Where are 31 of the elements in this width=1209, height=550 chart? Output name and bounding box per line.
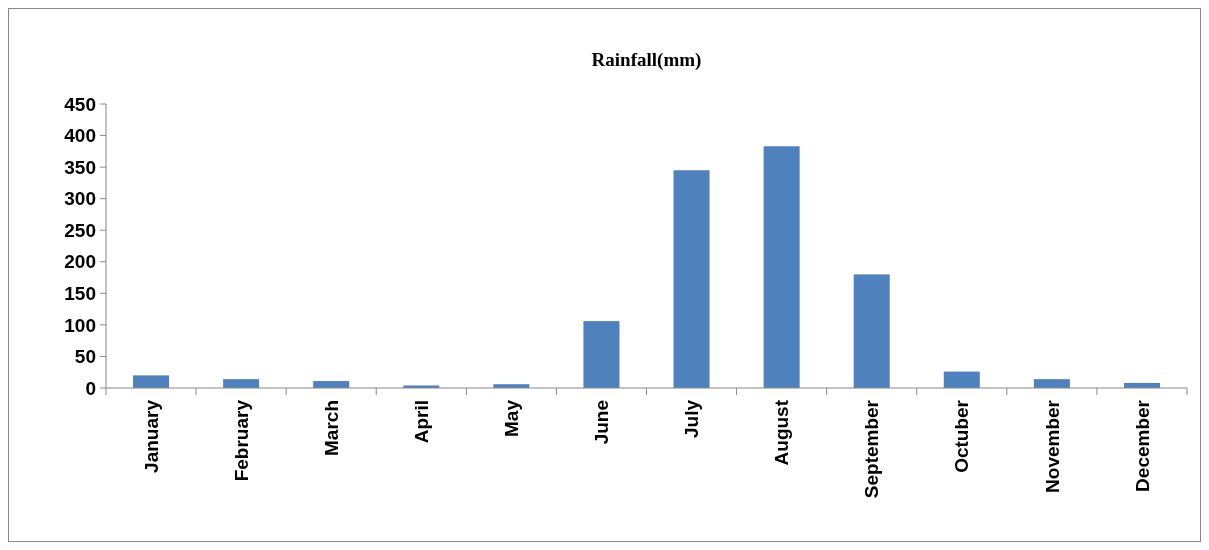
x-tick-label: March	[320, 400, 342, 456]
y-tick-label: 200	[64, 251, 96, 273]
bar	[763, 146, 800, 388]
x-tick-label: November	[1041, 399, 1063, 493]
y-tick-label: 450	[64, 93, 96, 115]
y-tick-label: 0	[85, 377, 96, 399]
x-tick-label: February	[230, 399, 252, 482]
y-tick-label: 250	[64, 219, 96, 241]
x-tick-label: July	[681, 399, 703, 439]
bar	[583, 321, 620, 388]
x-tick-label: May	[501, 399, 523, 437]
y-tick-label: 50	[74, 346, 96, 368]
x-tick-label: August	[771, 399, 793, 466]
x-tick-label: September	[861, 399, 883, 499]
x-tick-label: January	[140, 399, 162, 473]
x-tick-label: Octuber	[951, 399, 973, 473]
x-tick-label: April	[410, 400, 432, 444]
y-tick-label: 350	[64, 156, 96, 178]
bar	[133, 375, 170, 388]
bar	[673, 170, 710, 388]
y-tick-label: 400	[64, 125, 96, 147]
y-tick-label: 100	[64, 314, 96, 336]
y-tick-label: 150	[64, 282, 96, 304]
bar	[1033, 379, 1070, 388]
bar	[943, 371, 980, 388]
x-tick-label: December	[1131, 399, 1153, 492]
chart-title: Rainfall(mm)	[591, 49, 702, 71]
bar	[853, 274, 890, 388]
bar	[223, 379, 260, 388]
y-tick-label: 300	[64, 188, 96, 210]
x-tick-label: June	[591, 400, 613, 445]
